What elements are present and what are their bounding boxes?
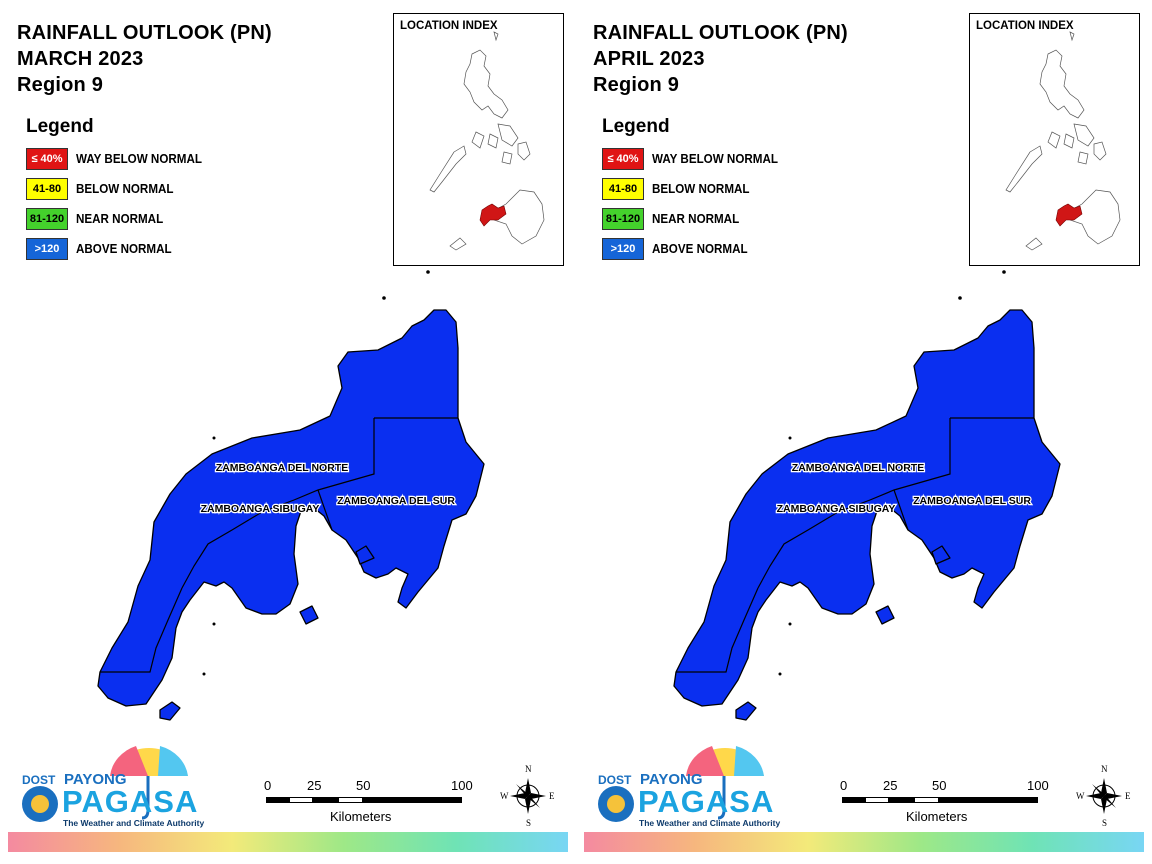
title-line-3: Region 9 <box>17 74 104 96</box>
legend-swatch: ≤ 40% <box>26 148 68 170</box>
umbrella-icon <box>22 746 188 822</box>
location-index-title: LOCATION INDEX <box>400 20 498 32</box>
footer-gradient-bar <box>584 832 1144 852</box>
legend-heading: Legend <box>26 116 94 137</box>
compass-s: S <box>526 818 532 828</box>
scale-bar-graphic <box>266 797 462 803</box>
province-label-zamboanga-sibugay: ZAMBOANGA SIBUGAY <box>201 503 320 515</box>
compass-e: E <box>549 791 555 801</box>
compass-w: W <box>1076 791 1085 801</box>
legend-label: NEAR NORMAL <box>76 212 164 226</box>
title-line-1: RAINFALL OUTLOOK (PN) <box>17 22 272 44</box>
logo-payong: PAYONG <box>64 771 127 788</box>
legend-item-above: >120 ABOVE NORMAL <box>26 238 172 268</box>
region-9-map: ZAMBOANGA DEL NORTE ZAMBOANGA SIBUGAY ZA… <box>97 270 485 721</box>
scale-tick: 25 <box>883 778 898 793</box>
legend: Legend ≤ 40% WAY BELOW NORMAL 41-80 BELO… <box>602 116 778 268</box>
legend-swatch: 41-80 <box>602 178 644 200</box>
legend-label: BELOW NORMAL <box>76 182 174 196</box>
compass-n: N <box>1101 764 1108 774</box>
legend-label: ABOVE NORMAL <box>652 242 748 256</box>
title-line-2: MARCH 2023 <box>17 48 144 70</box>
compass-rose-icon <box>1086 778 1122 814</box>
scale-tick: 50 <box>356 778 371 793</box>
outlook-panel-april: RAINFALL OUTLOOK (PN) APRIL 2023 Region … <box>576 0 1152 864</box>
logo-dost: DOST <box>22 773 56 787</box>
logo-tagline: The Weather and Climate Authority <box>63 818 205 828</box>
compass-rose-icon <box>510 778 546 814</box>
philippines-index-map <box>1005 31 1121 251</box>
scale-units: Kilometers <box>906 809 968 824</box>
legend-label: WAY BELOW NORMAL <box>652 152 778 166</box>
province-label-zamboanga-del-norte: ZAMBOANGA DEL NORTE <box>216 462 348 474</box>
footer-gradient-bar <box>8 832 568 852</box>
province-label-zamboanga-del-sur: ZAMBOANGA DEL SUR <box>337 495 455 507</box>
legend-item-near: 81-120 NEAR NORMAL <box>602 208 739 238</box>
legend-item-near: 81-120 NEAR NORMAL <box>26 208 163 238</box>
logo-pagasa: PAGASA <box>62 784 199 819</box>
logo-pagasa: PAGASA <box>638 784 775 819</box>
legend-swatch: >120 <box>26 238 68 260</box>
province-label-zamboanga-del-sur: ZAMBOANGA DEL SUR <box>913 495 1031 507</box>
logo-payong: PAYONG <box>640 771 703 788</box>
legend-swatch: ≤ 40% <box>602 148 644 170</box>
province-label-zamboanga-del-norte: ZAMBOANGA DEL NORTE <box>792 462 924 474</box>
scale-tick: 0 <box>264 778 272 793</box>
legend-label: ABOVE NORMAL <box>76 242 172 256</box>
legend: Legend ≤ 40% WAY BELOW NORMAL 41-80 BELO… <box>26 116 202 268</box>
scale-bar: 0 25 50 100 Kilometers <box>264 778 474 834</box>
title-line-1: RAINFALL OUTLOOK (PN) <box>593 22 848 44</box>
scale-tick: 25 <box>307 778 322 793</box>
outlook-panel-march: RAINFALL OUTLOOK (PN) MARCH 2023 Region … <box>8 13 568 852</box>
legend-swatch: 81-120 <box>602 208 644 230</box>
legend-swatch: 81-120 <box>26 208 68 230</box>
legend-label: BELOW NORMAL <box>652 182 750 196</box>
legend-heading: Legend <box>602 116 670 137</box>
scale-tick: 50 <box>932 778 947 793</box>
payong-pagasa-logo: DOST PAYONG PAGASA The Weather and Clima… <box>594 740 780 832</box>
north-arrow: N S W E <box>498 764 555 828</box>
scale-bar-graphic <box>842 797 1038 803</box>
location-index: LOCATION INDEX <box>969 13 1140 266</box>
legend-item-way-below: ≤ 40% WAY BELOW NORMAL <box>602 148 778 178</box>
philippines-index-map <box>429 31 545 251</box>
scale-tick: 100 <box>1027 778 1049 793</box>
legend-swatch: >120 <box>602 238 644 260</box>
panel-title: RAINFALL OUTLOOK (PN) APRIL 2023 Region … <box>593 20 848 98</box>
scale-tick: 100 <box>451 778 473 793</box>
legend-item-above: >120 ABOVE NORMAL <box>602 238 748 268</box>
logo-dost: DOST <box>598 773 632 787</box>
scale-bar: 0 25 50 100 Kilometers <box>840 778 1050 834</box>
title-line-3: Region 9 <box>593 74 680 96</box>
panel-title: RAINFALL OUTLOOK (PN) MARCH 2023 Region … <box>17 20 272 98</box>
logo-tagline: The Weather and Climate Authority <box>639 818 781 828</box>
compass-w: W <box>500 791 509 801</box>
legend-swatch: 41-80 <box>26 178 68 200</box>
scale-units: Kilometers <box>330 809 392 824</box>
scale-tick: 0 <box>840 778 848 793</box>
legend-item-below: 41-80 BELOW NORMAL <box>26 178 174 208</box>
legend-item-below: 41-80 BELOW NORMAL <box>602 178 750 208</box>
region-9-map: ZAMBOANGA DEL NORTE ZAMBOANGA SIBUGAY ZA… <box>673 270 1061 721</box>
legend-label: NEAR NORMAL <box>652 212 740 226</box>
compass-e: E <box>1125 791 1131 801</box>
province-label-zamboanga-sibugay: ZAMBOANGA SIBUGAY <box>777 503 896 515</box>
location-index: LOCATION INDEX <box>393 13 564 266</box>
compass-n: N <box>525 764 532 774</box>
legend-label: WAY BELOW NORMAL <box>76 152 202 166</box>
north-arrow: N S W E <box>1074 764 1131 828</box>
umbrella-icon <box>598 746 764 822</box>
location-index-title: LOCATION INDEX <box>976 20 1074 32</box>
compass-s: S <box>1102 818 1108 828</box>
legend-item-way-below: ≤ 40% WAY BELOW NORMAL <box>26 148 202 178</box>
payong-pagasa-logo: DOST PAYONG PAGASA The Weather and Clima… <box>18 740 204 832</box>
title-line-2: APRIL 2023 <box>593 48 705 70</box>
